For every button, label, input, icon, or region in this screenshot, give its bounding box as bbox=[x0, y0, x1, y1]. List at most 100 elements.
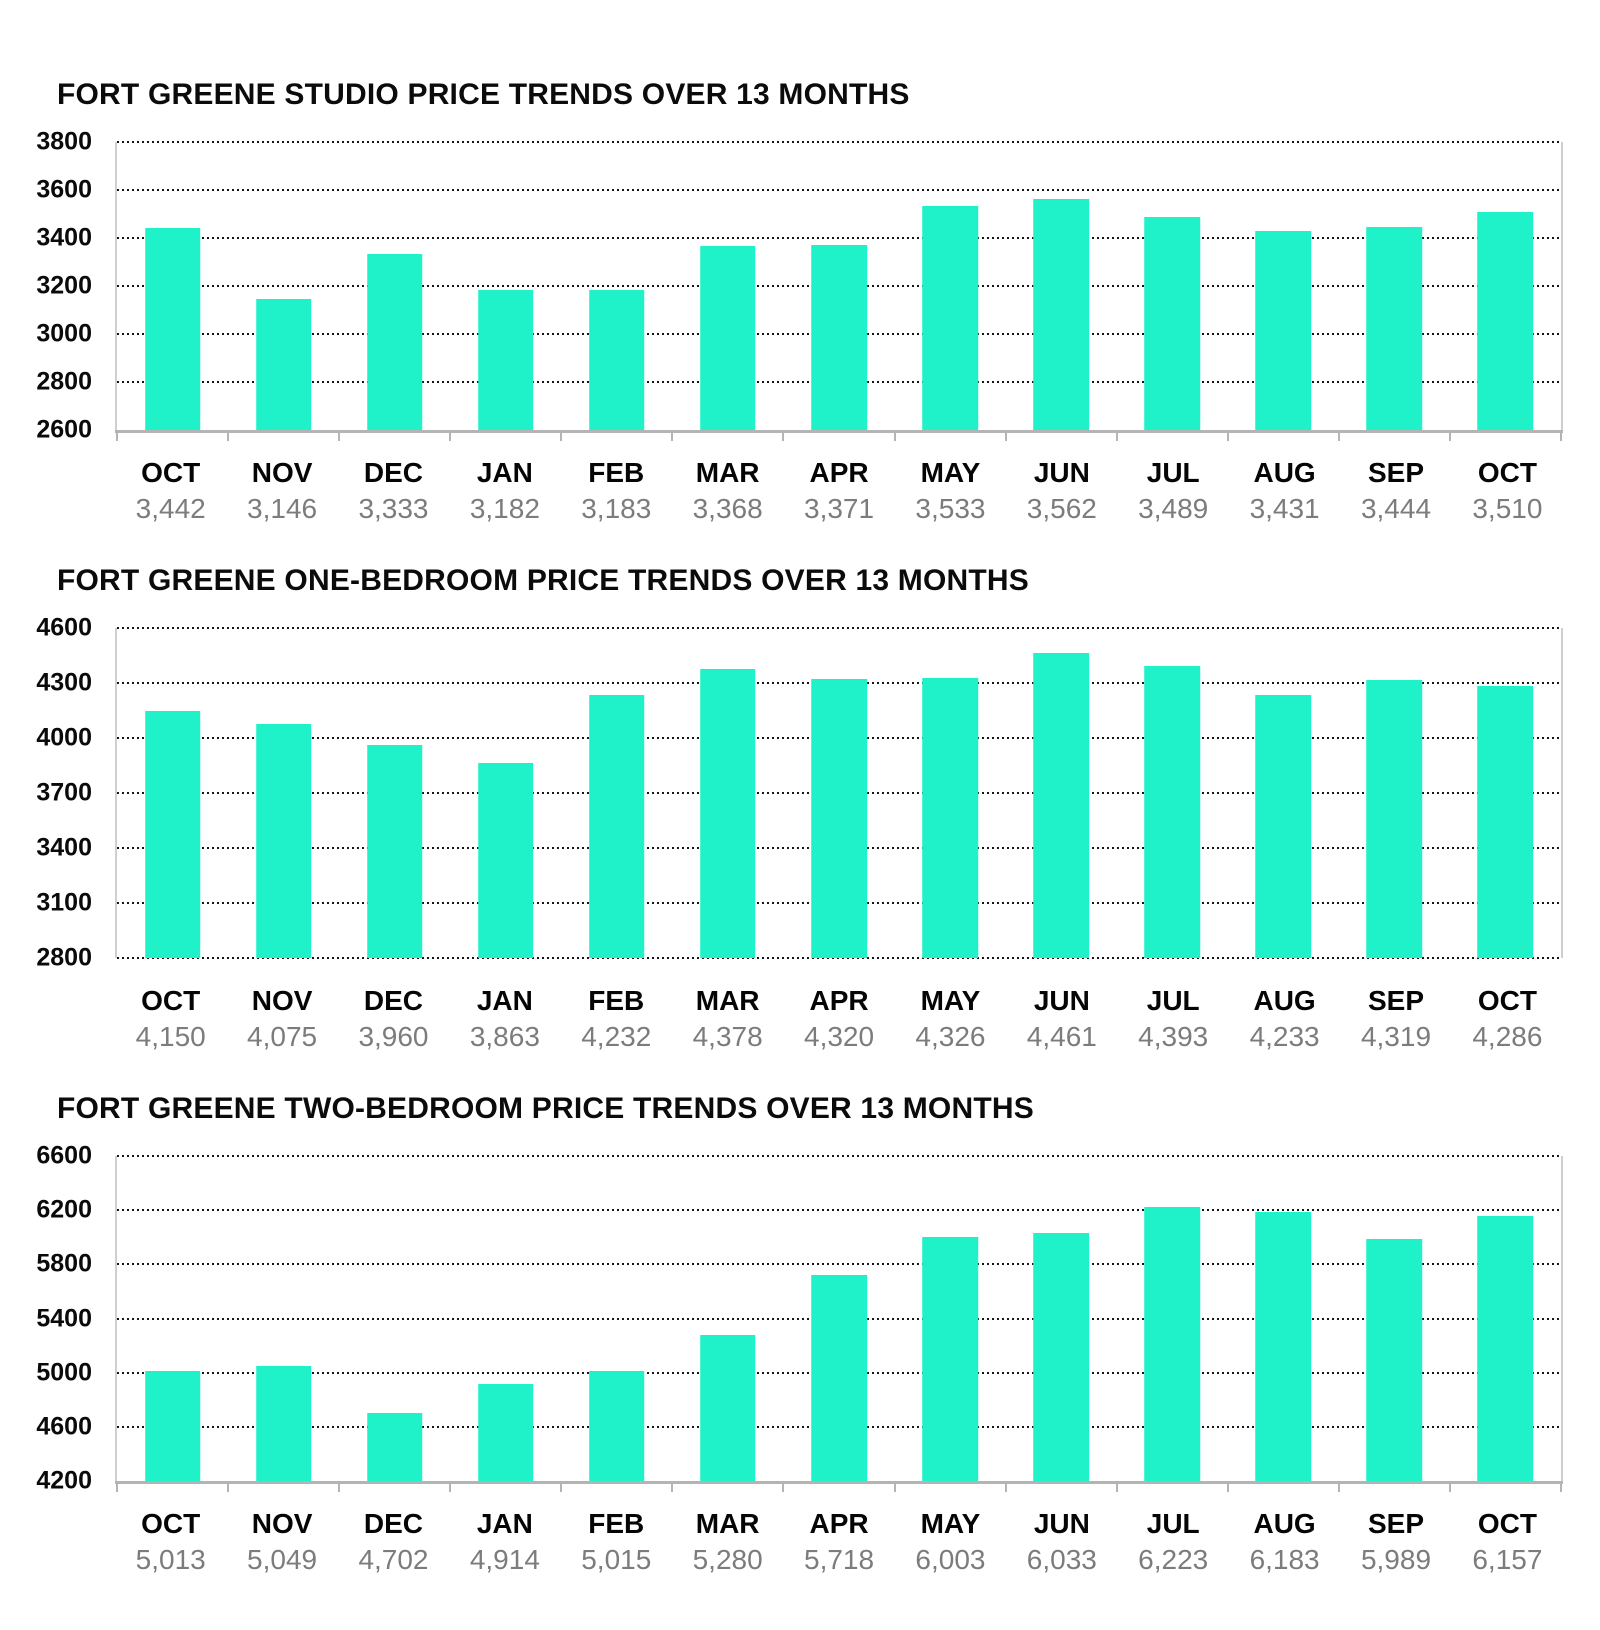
charts-container: FORT GREENE STUDIO PRICE TRENDS OVER 13 … bbox=[0, 78, 1600, 1577]
bar-slot bbox=[672, 628, 783, 958]
month-label: JUL bbox=[1146, 1508, 1200, 1539]
axis-tick bbox=[449, 1484, 452, 1492]
axis-tick bbox=[227, 433, 230, 441]
chart-section: FORT GREENE ONE-BEDROOM PRICE TRENDS OVE… bbox=[0, 564, 1600, 1054]
axis-tick bbox=[1560, 433, 1562, 441]
gridline bbox=[117, 237, 1561, 239]
chart-title: FORT GREENE ONE-BEDROOM PRICE TRENDS OVE… bbox=[57, 564, 1029, 597]
bar-slot bbox=[1339, 1156, 1450, 1481]
plot-area: 3800 3600 3400 3200 3000 2800 2600 bbox=[36, 129, 1563, 442]
axis-tick bbox=[671, 433, 674, 441]
month-label: FEB bbox=[588, 457, 645, 488]
month-label: JUN bbox=[1033, 985, 1090, 1016]
value-label: 4,393 bbox=[1138, 1021, 1209, 1052]
bar-slot bbox=[1117, 628, 1228, 958]
axis-tick bbox=[1226, 433, 1229, 441]
bar bbox=[700, 245, 756, 430]
month-label: APR bbox=[809, 457, 869, 488]
value-label: 4,326 bbox=[915, 1021, 986, 1052]
value-label: 4,319 bbox=[1360, 1021, 1432, 1052]
bar bbox=[366, 254, 423, 430]
value-label: 5,280 bbox=[692, 1544, 763, 1575]
value-label: 3,431 bbox=[1249, 493, 1320, 524]
bar-slot bbox=[117, 628, 228, 958]
bar-slot bbox=[450, 142, 561, 430]
x-label-group: AUG 4,233 bbox=[1229, 984, 1340, 1054]
bar bbox=[922, 206, 978, 430]
plot-area: 4600 4300 4000 3700 3400 3100 2800 bbox=[36, 615, 1563, 970]
axis-tick bbox=[782, 1484, 785, 1492]
y-axis-label: 4000 bbox=[36, 723, 92, 752]
x-label-group: SEP 4,319 bbox=[1340, 984, 1451, 1054]
bar-slot bbox=[783, 628, 894, 958]
bar bbox=[1144, 216, 1200, 430]
bar bbox=[922, 678, 978, 958]
x-label-group: MAR 5,280 bbox=[672, 1507, 783, 1577]
month-label: SEP bbox=[1367, 457, 1424, 488]
month-label: FEB bbox=[588, 985, 645, 1016]
bar-slot bbox=[339, 628, 450, 958]
y-axis-label: 3100 bbox=[36, 888, 92, 917]
bar-slot bbox=[672, 142, 783, 430]
bar-slot bbox=[117, 142, 228, 430]
bar-slot bbox=[339, 1156, 450, 1481]
bar-slot bbox=[1450, 1156, 1561, 1481]
y-axis-label: 2600 bbox=[36, 415, 92, 444]
y-axis-label: 3200 bbox=[36, 271, 92, 300]
bar-slot bbox=[895, 1156, 1006, 1481]
x-label-group: JAN 3,182 bbox=[449, 456, 560, 526]
value-label: 5,013 bbox=[135, 1544, 206, 1575]
bar bbox=[589, 1370, 645, 1481]
month-label: OCT bbox=[1477, 1508, 1537, 1539]
month-label: NOV bbox=[251, 985, 313, 1016]
bar bbox=[255, 1366, 312, 1481]
month-label: SEP bbox=[1367, 985, 1424, 1016]
bar bbox=[1255, 1212, 1312, 1481]
gridline bbox=[117, 627, 1561, 629]
gridline bbox=[117, 957, 1561, 959]
x-label-group: APR 3,371 bbox=[783, 456, 894, 526]
bar-slot bbox=[672, 1156, 783, 1481]
value-label: 4,233 bbox=[1249, 1021, 1320, 1052]
bar-slot bbox=[895, 142, 1006, 430]
x-label-group: OCT 4,150 bbox=[115, 984, 226, 1054]
axis-tick bbox=[116, 1484, 118, 1492]
gridline bbox=[117, 141, 1561, 143]
bar bbox=[1477, 211, 1534, 430]
bar-slot bbox=[561, 142, 672, 430]
bar bbox=[811, 1275, 867, 1481]
bar-slot bbox=[1339, 628, 1450, 958]
bar bbox=[255, 724, 312, 958]
x-axis-baseline bbox=[115, 1481, 1563, 1484]
x-label-group: OCT 5,013 bbox=[115, 1507, 226, 1577]
x-label-group: DEC 4,702 bbox=[338, 1507, 449, 1577]
month-label: JUN bbox=[1033, 457, 1090, 488]
bar-slot bbox=[1228, 628, 1339, 958]
x-axis-labels: OCT 5,013 NOV 5,049 DEC 4,702 JAN 4,914 FEB 5,015… bbox=[115, 1507, 1563, 1577]
month-label: DEC bbox=[363, 1508, 424, 1539]
axis-tick bbox=[1004, 1484, 1007, 1492]
value-label: 3,562 bbox=[1026, 493, 1097, 524]
month-label: SEP bbox=[1367, 1508, 1424, 1539]
x-label-group: SEP 5,989 bbox=[1340, 1507, 1451, 1577]
month-label: FEB bbox=[588, 1508, 645, 1539]
x-label-group: MAY 4,326 bbox=[895, 984, 1006, 1054]
bar bbox=[1366, 227, 1423, 430]
axis-tick bbox=[782, 433, 785, 441]
x-label-group: MAY 3,533 bbox=[895, 456, 1006, 526]
value-label: 4,378 bbox=[692, 1021, 763, 1052]
bar-slot bbox=[895, 628, 1006, 958]
value-label: 6,157 bbox=[1472, 1544, 1543, 1575]
month-label: NOV bbox=[251, 1508, 313, 1539]
x-label-group: FEB 5,015 bbox=[561, 1507, 672, 1577]
x-label-group: OCT 6,157 bbox=[1452, 1507, 1563, 1577]
x-axis-labels: OCT 4,150 NOV 4,075 DEC 3,960 JAN 3,863 FEB 4,232… bbox=[115, 984, 1563, 1054]
month-label: MAR bbox=[695, 457, 760, 488]
value-label: 4,150 bbox=[135, 1021, 206, 1052]
bar bbox=[1033, 653, 1089, 958]
y-axis-label: 6200 bbox=[36, 1195, 92, 1224]
bar bbox=[255, 298, 312, 430]
value-label: 6,033 bbox=[1026, 1544, 1097, 1575]
axis-tick bbox=[1560, 1484, 1562, 1492]
x-label-group: NOV 4,075 bbox=[226, 984, 337, 1054]
